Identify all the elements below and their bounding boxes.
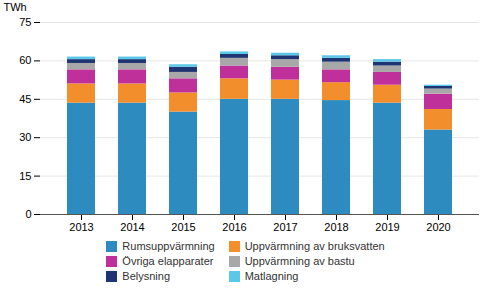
svg-text:2018: 2018 <box>324 221 348 233</box>
svg-text:2017: 2017 <box>273 221 297 233</box>
svg-text:75: 75 <box>19 16 31 28</box>
svg-text:2015: 2015 <box>171 221 195 233</box>
svg-text:2020: 2020 <box>426 221 450 233</box>
svg-text:2013: 2013 <box>69 221 93 233</box>
svg-text:TWh: TWh <box>4 1 27 13</box>
html-text:Uppvärmning av bruksvatten: Uppvärmning av bruksvatten <box>244 240 385 252</box>
svg-text:15: 15 <box>19 170 31 182</box>
html-text:Belysning: Belysning <box>122 270 170 282</box>
svg-text:2016: 2016 <box>222 221 246 233</box>
svg-text:2014: 2014 <box>120 221 144 233</box>
svg-text:45: 45 <box>19 93 31 105</box>
html-text:Övriga elapparater: Övriga elapparater <box>122 255 214 267</box>
svg-text:0: 0 <box>25 208 31 220</box>
html-text:Uppvärmning av bastu: Uppvärmning av bastu <box>244 255 355 267</box>
svg-text:30: 30 <box>19 131 31 143</box>
html-text:Matlagning: Matlagning <box>244 270 299 282</box>
html-text:Rumsuppvärmning: Rumsuppvärmning <box>122 240 215 252</box>
svg-text:2019: 2019 <box>375 221 399 233</box>
svg-text:60: 60 <box>19 54 31 66</box>
